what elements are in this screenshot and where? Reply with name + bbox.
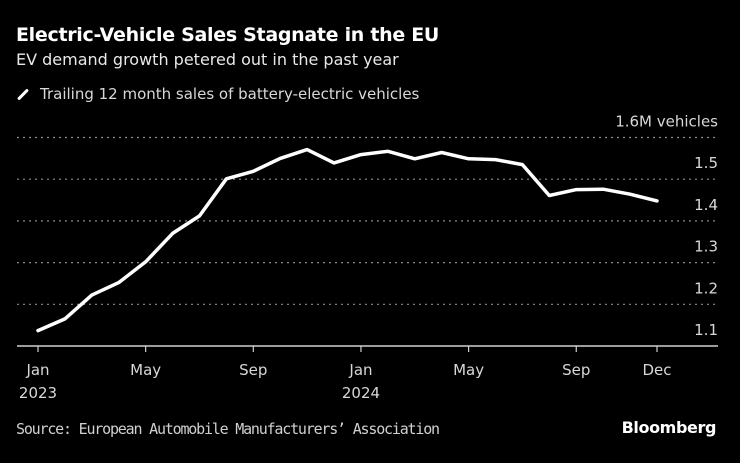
y-tick-label: 1.2 [694, 279, 718, 297]
x-tick-label: May [453, 361, 484, 379]
x-tick-label: Jan [348, 361, 372, 379]
legend: Trailing 12 month sales of battery-elect… [16, 85, 419, 103]
y-tick-label: 1.5 [694, 154, 718, 172]
source-note: Source: European Automobile Manufacturer… [16, 420, 440, 438]
x-tick-label: Jan [25, 361, 49, 379]
x-tick-year-label: 2023 [19, 384, 57, 402]
y-tick-label: 1.4 [694, 196, 718, 214]
x-tick-label: May [130, 361, 161, 379]
bloomberg-logo: Bloomberg [621, 418, 717, 437]
y-tick-label: 1.1 [694, 321, 718, 339]
x-tick-label: Sep [239, 361, 267, 379]
x-tick-label: Sep [562, 361, 590, 379]
series-line-bev-sales [36, 147, 659, 333]
x-tick-year-label: 2024 [342, 384, 380, 402]
y-tick-label: 1.6M vehicles [615, 113, 718, 131]
chart-subtitle: EV demand growth petered out in the past… [16, 50, 399, 69]
chart-title: Electric-Vehicle Sales Stagnate in the E… [16, 24, 440, 46]
y-tick-label: 1.3 [694, 238, 718, 256]
x-tick-label: Dec [642, 361, 671, 379]
legend-label: Trailing 12 month sales of battery-elect… [40, 85, 420, 103]
